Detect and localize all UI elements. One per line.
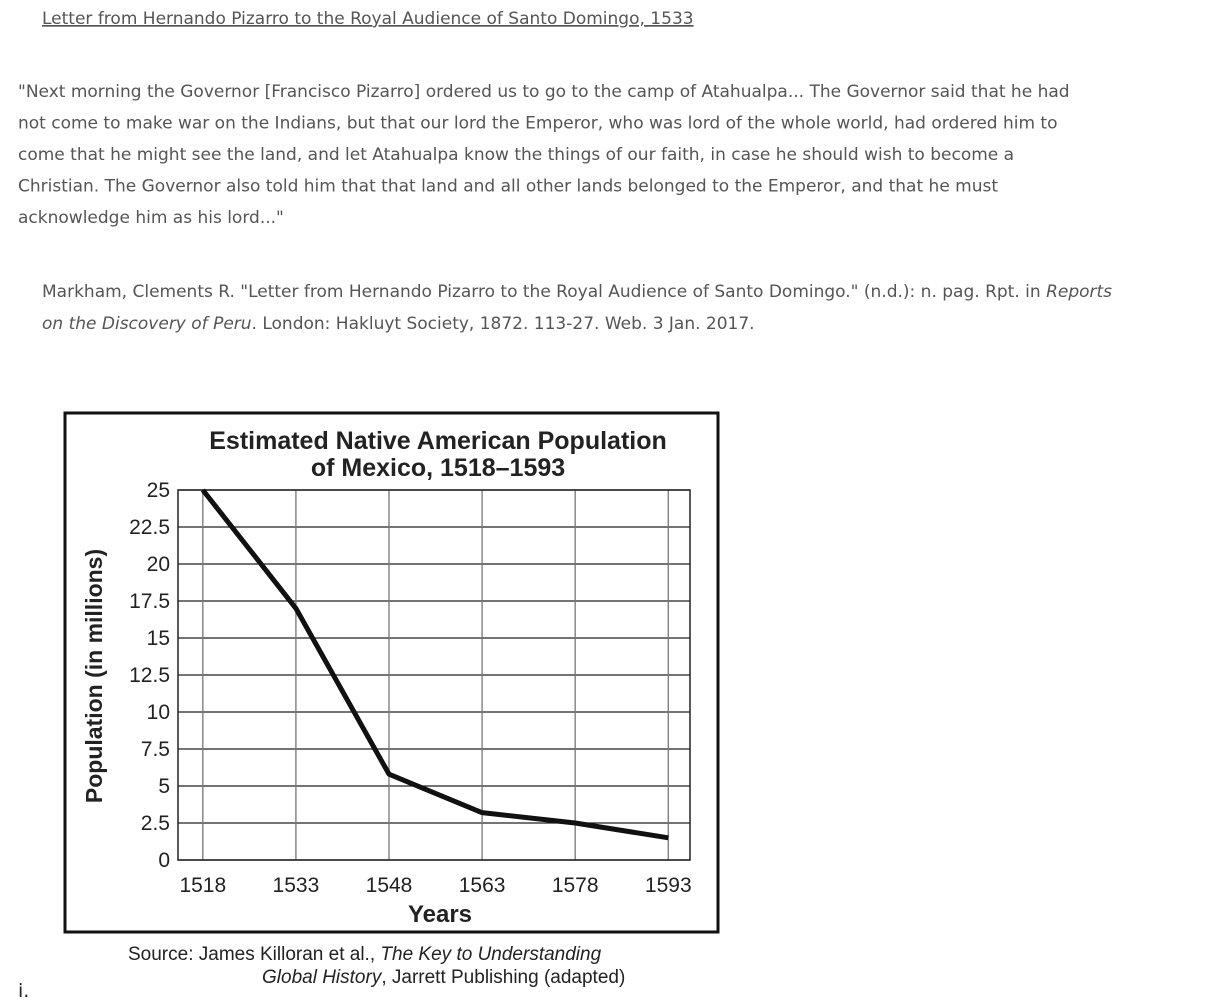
citation-line: on the Discovery of Peru. London: Hakluy…: [42, 314, 755, 334]
source-line: Global History, Jarrett Publishing (adap…: [262, 967, 625, 988]
y-tick-label: 12.5: [129, 664, 170, 687]
source-line: Source: James Killoran et al., The Key t…: [128, 944, 602, 965]
chart-frame: [63, 411, 720, 934]
quote: "Next morning the Governor [Francisco Pi…: [18, 82, 1070, 228]
chart-title: Estimated Native American Population: [209, 427, 667, 455]
quote-line: acknowledge him as his lord...": [18, 208, 284, 228]
citation-italic: Reports: [1046, 282, 1112, 302]
x-tick-label: 1518: [179, 874, 226, 897]
citation-line: Markham, Clements R. "Letter from Hernan…: [42, 282, 1112, 302]
x-tick-label: 1563: [459, 874, 506, 897]
y-tick-label: 22.5: [129, 516, 170, 539]
x-tick-label: 1533: [273, 874, 320, 897]
y-tick-label: 7.5: [141, 738, 170, 761]
quote-line: come that he might see the land, and let…: [18, 145, 1014, 165]
quote-line: Christian. The Governor also told him th…: [18, 177, 998, 197]
quote-line: not come to make war on the Indians, but…: [18, 114, 1058, 134]
x-tick-label: 1578: [552, 874, 599, 897]
y-tick-label: 17.5: [129, 590, 170, 613]
source-italic: The Key to Understanding: [380, 944, 601, 965]
citation-text: . London: Hakluyt Society, 1872. 113-27.…: [252, 314, 755, 334]
source-text: Source: James Killoran et al.,: [128, 944, 375, 965]
y-axis-label: Population (in millions): [81, 549, 107, 803]
citation-italic: on the Discovery of Peru: [42, 314, 252, 334]
plot-frame: [177, 489, 691, 861]
y-tick-label: 5: [158, 775, 170, 798]
y-tick-label: 2.5: [141, 812, 170, 835]
citation-text: Markham, Clements R. "Letter from Hernan…: [42, 282, 1041, 302]
y-tick-label: 15: [147, 627, 170, 650]
quote-line: "Next morning the Governor [Francisco Pi…: [18, 82, 1070, 102]
heading-link[interactable]: Letter from Hernando Pizarro to the Roya…: [42, 9, 694, 29]
source-italic: Global History: [262, 967, 383, 988]
list-marker: i.: [18, 980, 29, 1001]
y-tick-label: 25: [147, 479, 170, 502]
y-tick-label: 20: [147, 553, 170, 576]
chart-title: of Mexico, 1518–1593: [311, 454, 565, 482]
x-axis-label: Years: [408, 901, 472, 928]
data-line: [200, 488, 669, 841]
y-tick-label: 10: [147, 701, 170, 724]
x-tick-label: 1593: [645, 874, 692, 897]
source-text: , Jarrett Publishing (adapted): [381, 967, 625, 988]
y-tick-label: 0: [158, 849, 170, 872]
x-tick-label: 1548: [366, 874, 413, 897]
